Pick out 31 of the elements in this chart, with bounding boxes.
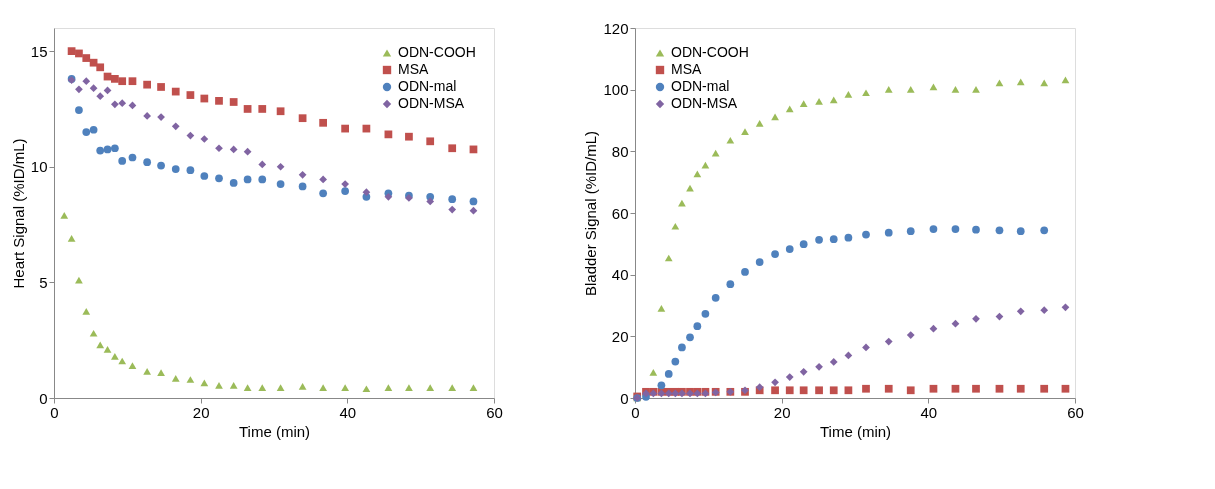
- y-axis-title: Heart Signal (%ID/mL): [9, 138, 27, 289]
- y-tick-label: 5: [39, 273, 48, 291]
- y-tick-label: 20: [611, 327, 629, 345]
- y-tick-label: 0: [39, 389, 48, 407]
- legend-label: ODN-mal: [398, 78, 457, 94]
- x-axis-title: Time (min): [819, 422, 892, 440]
- y-tick-label: 10: [30, 158, 48, 176]
- x-tick-label: 20: [192, 403, 210, 421]
- y-tick-label: 80: [611, 142, 629, 160]
- legend-label: ODN-COOH: [671, 44, 749, 60]
- legend-label: ODN-MSA: [671, 95, 738, 111]
- legend-label: ODN-mal: [671, 78, 730, 94]
- x-axis-title: Time (min): [238, 422, 311, 440]
- y-tick-label: 40: [611, 266, 629, 284]
- y-tick-label: 100: [603, 81, 629, 99]
- y-tick-label: 120: [603, 19, 629, 37]
- legend-label: ODN-COOH: [398, 44, 476, 60]
- x-tick-label: 20: [773, 403, 791, 421]
- legend-label: MSA: [671, 61, 702, 77]
- x-tick-label: 60: [1067, 403, 1084, 421]
- y-tick-label: 0: [620, 389, 629, 407]
- x-tick-label: 0: [50, 403, 59, 421]
- y-axis-title: Bladder Signal (%ID/mL): [582, 130, 600, 297]
- x-tick-label: 60: [486, 403, 503, 421]
- x-tick-label: 40: [920, 403, 938, 421]
- x-tick-label: 40: [339, 403, 357, 421]
- legend-label: ODN-MSA: [398, 95, 465, 111]
- y-tick-label: 15: [30, 42, 48, 60]
- x-tick-label: 0: [631, 403, 640, 421]
- y-tick-label: 60: [611, 204, 629, 222]
- legend-label: MSA: [398, 61, 429, 77]
